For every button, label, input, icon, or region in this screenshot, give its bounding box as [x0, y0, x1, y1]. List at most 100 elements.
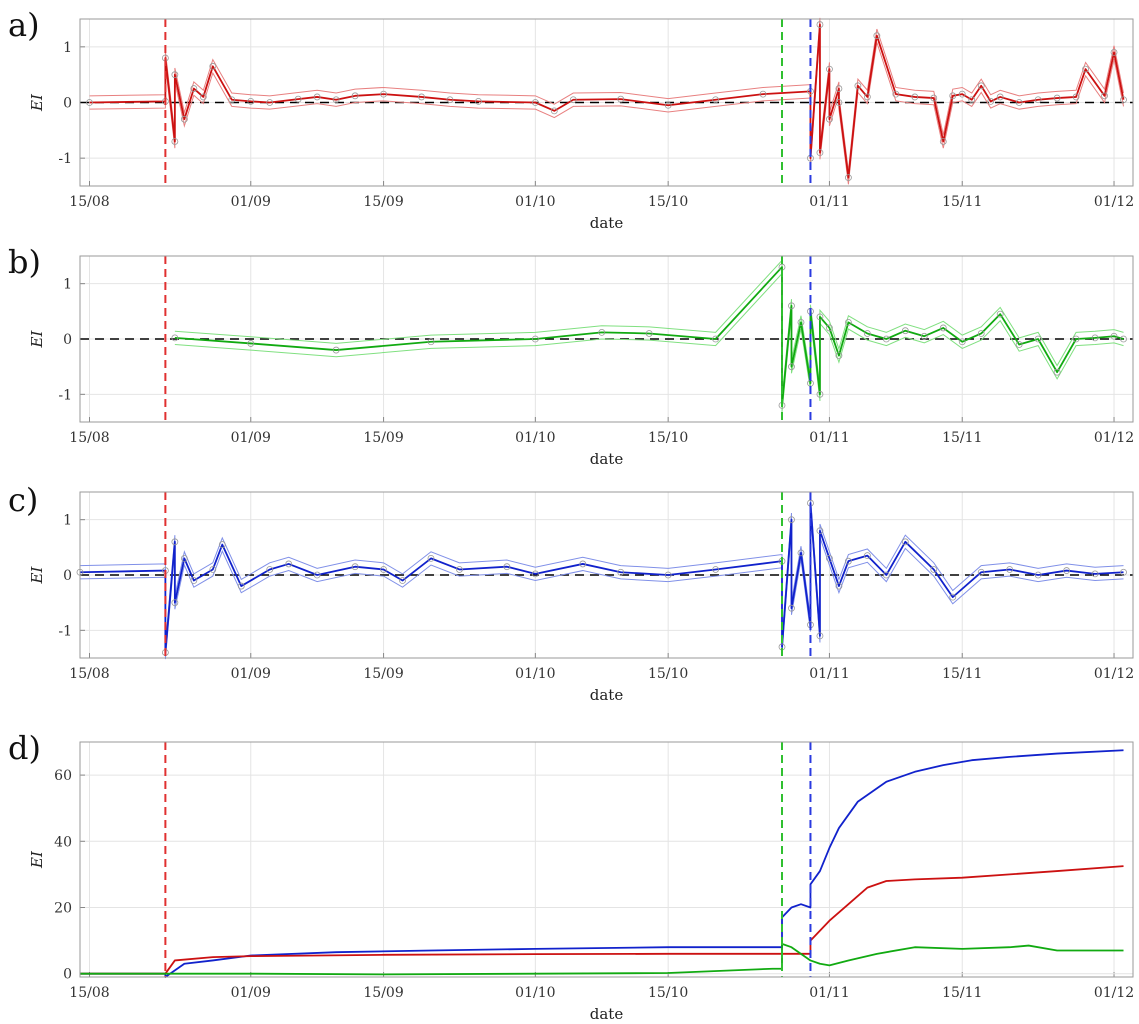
panel-a: a) 15/08 01/09 15/09 01/10 15/10 01/11 15/11 01/…	[8, 6, 1134, 232]
data-point	[645, 330, 653, 337]
data-point	[1063, 567, 1070, 574]
x-tick-label: 01/11	[809, 666, 849, 682]
data-point	[503, 563, 511, 571]
data-point	[863, 330, 871, 337]
data-point	[209, 62, 217, 70]
data-point	[598, 328, 606, 336]
data-point	[199, 93, 207, 101]
x-tick-label: 01/09	[231, 985, 271, 1001]
data-point	[987, 97, 995, 105]
y-tick-label: 0	[63, 568, 72, 584]
x-tick-label: 01/12	[1094, 194, 1134, 210]
x-tick-label: 15/11	[942, 985, 982, 1001]
series-band-upper	[79, 496, 1124, 646]
data-point	[835, 85, 843, 92]
data-point	[816, 632, 824, 640]
data-point	[835, 582, 843, 590]
data-point	[237, 582, 245, 590]
data-point	[351, 563, 359, 571]
data-point	[1034, 96, 1042, 104]
series-line	[79, 502, 1124, 654]
data-point	[1015, 341, 1023, 348]
data-point	[826, 65, 833, 73]
data-point	[816, 527, 824, 535]
data-point	[911, 93, 919, 101]
data-point	[171, 71, 179, 79]
data-point	[228, 96, 236, 104]
data-point	[996, 93, 1004, 101]
y-tick-label: -1	[58, 151, 72, 167]
data-point	[788, 363, 795, 371]
x-tick-label: 15/10	[648, 194, 688, 210]
data-point	[826, 324, 833, 332]
x-tick-label: 15/10	[648, 985, 688, 1001]
data-point	[996, 310, 1004, 318]
plot-frame	[79, 255, 1134, 423]
x-tick-label: 15/08	[69, 666, 109, 682]
y-tick-label: -1	[58, 623, 72, 639]
panel-b: b) 15/08 01/09 15/09 01/10 15/10 01/11 15/11 01/…	[8, 243, 1134, 468]
data-point	[816, 21, 824, 28]
data-point	[418, 93, 425, 101]
x-axis-label: date	[590, 1005, 624, 1023]
data-point	[86, 99, 93, 106]
data-point	[712, 96, 719, 104]
data-point	[835, 99, 843, 106]
data-point	[977, 568, 985, 576]
data-point	[1072, 93, 1080, 101]
data-point	[446, 96, 454, 104]
x-tick-label: 15/11	[942, 666, 982, 682]
data-point	[1110, 49, 1118, 56]
x-tick-label: 01/10	[515, 430, 555, 446]
data-point	[171, 138, 179, 145]
data-point	[180, 115, 188, 123]
data-point	[854, 82, 862, 90]
data-point	[332, 96, 340, 104]
data-point	[1034, 571, 1042, 579]
data-point	[617, 568, 625, 576]
data-point	[816, 149, 824, 157]
data-point	[664, 101, 672, 109]
data-point	[1091, 570, 1099, 578]
data-point	[1120, 568, 1127, 576]
data-point	[266, 99, 274, 106]
data-point	[930, 94, 938, 102]
data-point	[1120, 335, 1127, 343]
x-axis-label: date	[590, 214, 624, 232]
data-point	[892, 90, 900, 98]
panel-letter: c)	[8, 481, 38, 519]
x-tick-label: 01/09	[231, 666, 271, 682]
y-tick-label: 1	[63, 513, 72, 529]
data-point	[1006, 566, 1014, 573]
data-point	[380, 566, 387, 573]
data-point	[332, 346, 340, 354]
data-point	[901, 327, 909, 335]
x-axis-label: date	[590, 450, 624, 468]
y-tick-label: 1	[63, 277, 72, 293]
x-tick-label: 15/09	[363, 666, 403, 682]
data-point	[1072, 335, 1080, 343]
x-tick-label: 15/10	[648, 430, 688, 446]
panel-letter: a)	[8, 6, 40, 44]
y-axis-label: EI	[28, 93, 46, 112]
data-point	[351, 92, 359, 100]
y-tick-label: 0	[63, 96, 72, 112]
data-point	[958, 338, 966, 346]
y-tick-label: 40	[54, 834, 72, 850]
x-tick-label: 01/09	[231, 430, 271, 446]
data-point	[209, 566, 217, 573]
x-tick-label: 01/10	[515, 985, 555, 1001]
data-point	[266, 566, 274, 573]
data-point	[797, 318, 805, 326]
data-point	[788, 302, 795, 310]
data-point	[816, 313, 824, 321]
data-point	[427, 338, 435, 346]
panel-c: c) 15/08 01/09 15/09 01/10 15/10 01/11 15/11 01/…	[8, 481, 1134, 704]
data-point	[427, 555, 435, 562]
data-point	[1110, 332, 1118, 340]
data-point	[475, 97, 482, 105]
panel-d: d) 15/08 01/09 15/09 01/10 15/10 01/11 15/11 01/…	[8, 729, 1134, 1023]
series-line	[80, 749, 1124, 978]
data-point	[835, 352, 843, 360]
x-tick-label: 01/09	[231, 194, 271, 210]
